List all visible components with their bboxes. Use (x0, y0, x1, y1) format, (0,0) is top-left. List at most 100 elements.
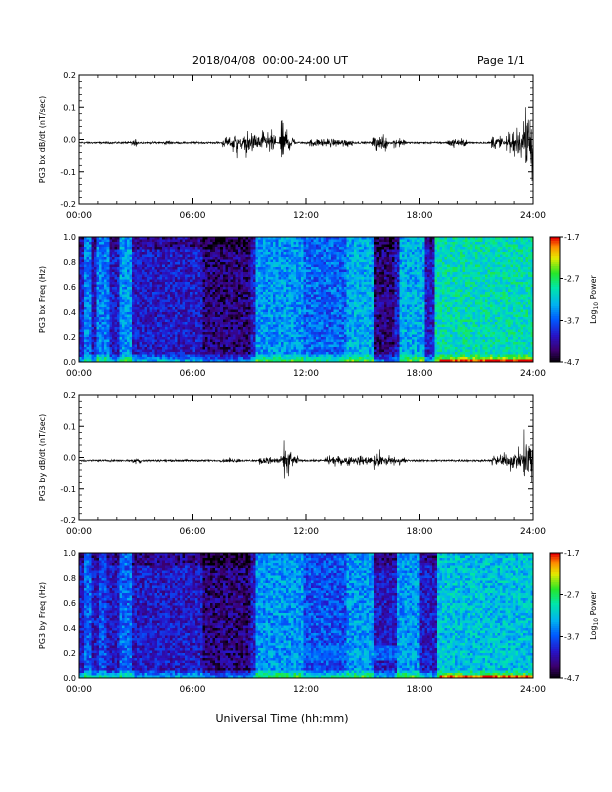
spectrogram-cell (116, 272, 120, 275)
spectrogram-cell (174, 284, 178, 288)
spectrogram-cell (147, 342, 151, 345)
spectrogram-cell (182, 252, 186, 255)
spectrogram-cell (202, 334, 206, 338)
spectrogram-cell (215, 314, 219, 318)
spectrogram-cell (300, 262, 304, 265)
spectrogram-cell (308, 332, 312, 335)
spectrogram-cell (268, 249, 272, 253)
spectrogram-cell (298, 359, 302, 363)
spectrogram-cell (172, 297, 176, 300)
x-tick-label: 12:00 (293, 369, 319, 379)
spectrogram-cell (311, 347, 314, 350)
spectrogram-cell (189, 279, 193, 283)
spectrogram-cell (260, 239, 264, 243)
spectrogram-cell (81, 322, 85, 325)
spectrogram-cell (232, 309, 236, 313)
spectrogram-cell (195, 317, 198, 320)
spectrogram-cell (235, 254, 239, 258)
spectrogram-cell (217, 299, 221, 303)
spectrogram-cell (245, 269, 249, 273)
spectrogram-cell (273, 269, 277, 273)
spectrogram-cell (268, 259, 272, 263)
spectrogram-cell (285, 292, 289, 295)
spectrogram-cell (293, 282, 297, 285)
spectrogram-cell (230, 237, 234, 240)
spectrogram-cell (137, 327, 140, 330)
spectrogram-cell (230, 302, 234, 305)
spectrogram-cell (119, 284, 123, 288)
spectrogram-cell (270, 269, 274, 273)
spectrogram-cell (205, 324, 209, 328)
spectrogram-cell (169, 292, 173, 295)
spectrogram-cell (268, 237, 272, 240)
spectrogram-cell (265, 354, 269, 358)
spectrogram-cell (109, 347, 113, 350)
spectrogram-cell (268, 239, 272, 243)
spectrogram-cell (295, 342, 299, 345)
spectrogram-cell (157, 322, 161, 325)
spectrogram-cell (164, 349, 168, 353)
spectrogram-cell (263, 252, 267, 255)
spectrogram-cell (202, 349, 206, 353)
spectrogram-cell (316, 322, 320, 325)
spectrogram-cell (152, 299, 156, 303)
spectrogram-cell (215, 342, 219, 345)
spectrogram-cell (142, 279, 145, 283)
spectrogram-cell (283, 347, 287, 350)
spectrogram-cell (202, 319, 206, 323)
spectrogram-cell (116, 302, 120, 305)
spectrogram-cell (225, 317, 229, 320)
spectrogram-cell (126, 332, 130, 335)
spectrogram-cell (258, 282, 261, 285)
spectrogram-cell (247, 342, 251, 345)
spectrogram-cell (147, 357, 151, 360)
spectrogram-cell (298, 282, 302, 285)
spectrogram-cell (217, 359, 221, 363)
spectrogram-cell (169, 349, 173, 353)
spectrogram-cell (235, 299, 239, 303)
spectrogram-cell (230, 254, 234, 258)
spectrogram-cell (177, 319, 181, 323)
spectrogram-cell (202, 347, 206, 350)
spectrogram-cell (144, 279, 148, 283)
spectrogram-cell (260, 292, 264, 295)
spectrogram-cell (172, 282, 176, 285)
spectrogram-cell (212, 354, 216, 358)
spectrogram-cell (89, 354, 93, 358)
spectrogram-cell (293, 274, 297, 278)
x-tick-label: 24:00 (520, 369, 546, 379)
spectrogram-cell (316, 354, 320, 358)
spectrogram-cell (79, 327, 82, 330)
spectrogram-cell (285, 249, 289, 253)
spectrogram-cell (139, 269, 143, 273)
spectrogram-cell (94, 302, 98, 305)
spectrogram-cell (242, 324, 246, 328)
spectrogram-cell (134, 257, 138, 260)
spectrogram-cell (235, 344, 239, 348)
spectrogram-cell (152, 359, 156, 363)
spectrogram-cell (212, 352, 216, 355)
spectrogram-cell (154, 354, 158, 358)
spectrogram-cell (79, 352, 82, 355)
spectrogram-cell (258, 269, 261, 273)
spectrogram-cell (212, 289, 216, 293)
spectrogram-cell (205, 292, 209, 295)
spectrogram-cell (187, 344, 191, 348)
spectrogram-cell (275, 242, 279, 245)
spectrogram-cell (280, 347, 284, 350)
spectrogram-cell (215, 359, 219, 363)
spectrogram-cell (172, 294, 176, 298)
spectrogram-cell (225, 339, 229, 343)
spectrogram-cell (202, 312, 206, 315)
spectrogram-cell (265, 327, 269, 330)
spectrogram-cell (237, 272, 241, 275)
spectrogram-cell (142, 307, 145, 310)
spectrogram-cell (245, 327, 249, 330)
spectrogram-cell (179, 264, 183, 268)
spectrogram-cell (298, 272, 302, 275)
spectrogram-cell (253, 334, 256, 338)
spectrogram-cell (205, 357, 209, 360)
spectrogram-cell (280, 354, 284, 358)
spectrogram-cell (111, 272, 115, 275)
spectrogram-cell (300, 259, 304, 263)
